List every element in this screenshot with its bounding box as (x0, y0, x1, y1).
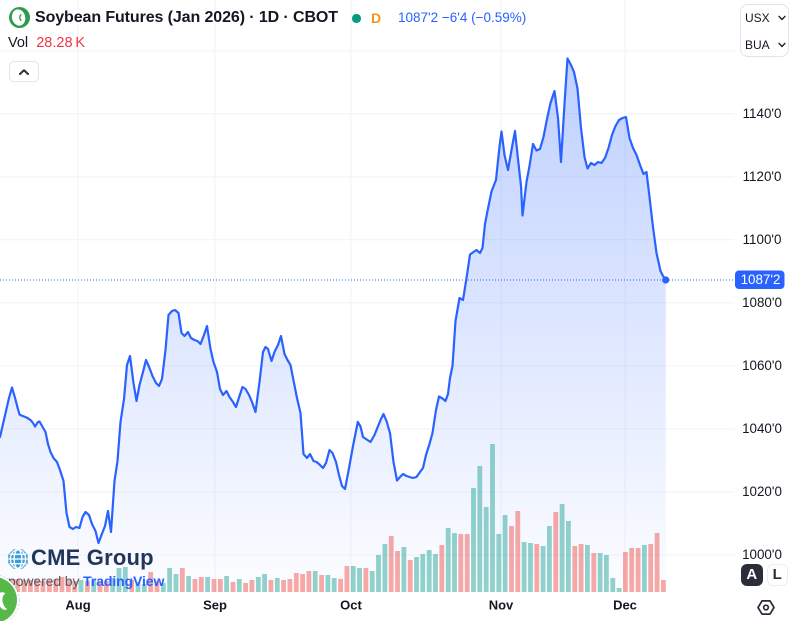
svg-text:1087'2: 1087'2 (741, 272, 781, 287)
svg-text:1040'0: 1040'0 (742, 421, 782, 436)
svg-text:Oct: Oct (340, 598, 362, 613)
svg-text:Nov: Nov (489, 598, 514, 613)
svg-text:Sep: Sep (203, 598, 227, 613)
svg-text:1000'0: 1000'0 (742, 547, 782, 562)
svg-text:1060'0: 1060'0 (742, 358, 782, 373)
svg-text:1020'0: 1020'0 (742, 484, 782, 499)
svg-text:Dec: Dec (613, 598, 637, 613)
svg-text:1100'0: 1100'0 (743, 232, 782, 247)
svg-text:1140'0: 1140'0 (743, 106, 782, 121)
svg-text:1120'0: 1120'0 (743, 169, 782, 184)
svg-text:Aug: Aug (65, 598, 90, 613)
svg-text:1080'0: 1080'0 (742, 295, 782, 310)
